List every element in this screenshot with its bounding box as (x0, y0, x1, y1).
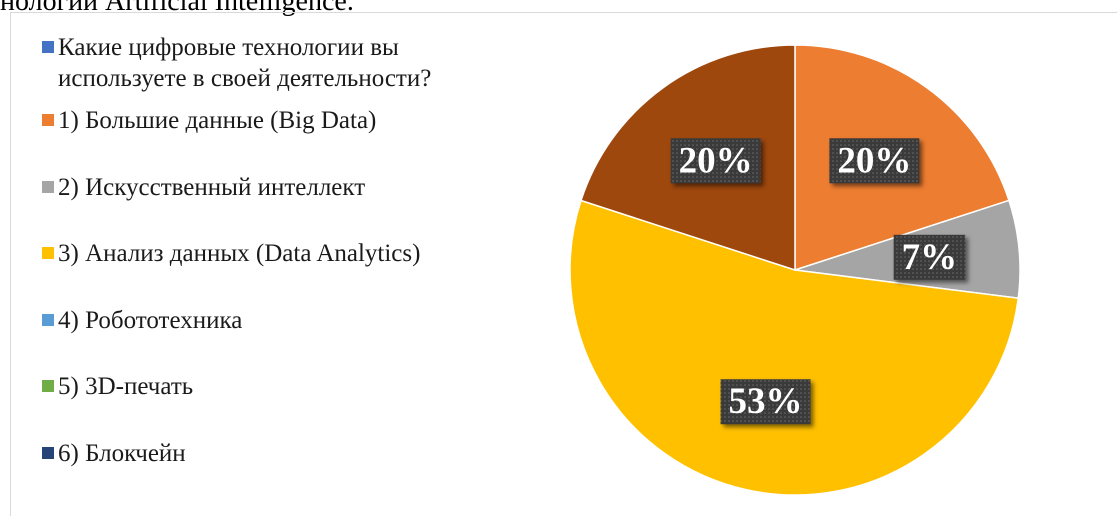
legend-entry: Какие цифровые технологии вы используете… (42, 32, 533, 94)
legend-swatch (42, 41, 54, 53)
legend-entry: 1) Большие данные (Big Data) (42, 105, 533, 136)
data-label-box (670, 138, 761, 184)
pie-slice (569, 199, 1020, 496)
data-label-box (893, 234, 966, 280)
legend-label: 6) Блокчейн (58, 439, 186, 467)
legend-entry: 6) Блокчейн (42, 438, 533, 469)
legend-label: 3) Анализ данных (Data Analytics) (58, 240, 421, 267)
legend-swatch (42, 313, 54, 326)
legend-label: 5) 3D-печать (58, 373, 194, 400)
data-label-box (720, 379, 811, 425)
legend-swatch (42, 114, 54, 126)
chart-frame (10, 12, 1117, 516)
data-label: 7% (902, 237, 958, 278)
legend-swatch (42, 446, 54, 459)
legend-swatch (42, 380, 54, 392)
legend-label: Какие цифровые технологии вы используете… (58, 34, 432, 92)
data-label: 20% (679, 140, 753, 181)
data-label-box (829, 138, 920, 184)
legend-entry: 3) Анализ данных (Data Analytics) (42, 238, 533, 269)
legend-label: 4) Робототехника (58, 306, 243, 334)
legend-swatch (42, 247, 54, 259)
data-label: 20% (837, 140, 911, 181)
data-label: 53% (729, 381, 803, 422)
legend-label: 1) Большие данные (Big Data) (58, 107, 377, 134)
legend-label: 2) Искусственный интеллект (58, 173, 366, 201)
legend-entry: 2) Искусственный интеллект (42, 172, 533, 203)
legend-entry: 5) 3D-печать (42, 371, 533, 402)
legend-swatch (42, 180, 54, 193)
legend-entry: 4) Робототехника (42, 305, 533, 336)
